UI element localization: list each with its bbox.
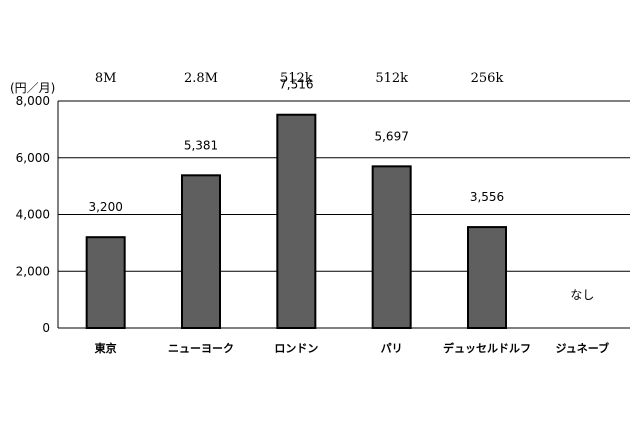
- speed-label: 256k: [471, 71, 504, 86]
- y-tick-label: 6,000: [16, 151, 50, 165]
- data-label: 3,200: [88, 200, 122, 214]
- data-label: 5,381: [184, 138, 218, 152]
- y-tick-label: 8,000: [16, 94, 50, 108]
- y-axis-unit-label: (円／月): [10, 81, 55, 95]
- bar: [85, 236, 126, 329]
- data-label: 7,516: [279, 78, 313, 92]
- bar: [276, 113, 317, 329]
- category-label: パリ: [381, 342, 403, 355]
- y-tick-label: 4,000: [16, 208, 50, 222]
- category-label: デュッセルドルフ: [443, 341, 531, 355]
- category-label: ジュネーブ: [556, 341, 610, 355]
- data-label: 3,556: [470, 190, 504, 204]
- speed-label: 512k: [375, 71, 408, 86]
- bar: [371, 165, 412, 329]
- y-tick-label: 0: [42, 321, 50, 335]
- speed-label: 512k: [280, 71, 313, 86]
- category-label: ロンドン: [274, 342, 318, 355]
- speed-label: 8M: [95, 71, 117, 86]
- category-label: 東京: [95, 341, 117, 355]
- speed-label: 2.8M: [184, 71, 218, 86]
- bar: [467, 226, 507, 329]
- data-label: 5,697: [374, 129, 408, 143]
- y-tick-label: 2,000: [16, 264, 50, 278]
- category-label: ニューヨーク: [168, 342, 234, 355]
- data-label: なし: [570, 288, 594, 302]
- bar: [181, 174, 221, 329]
